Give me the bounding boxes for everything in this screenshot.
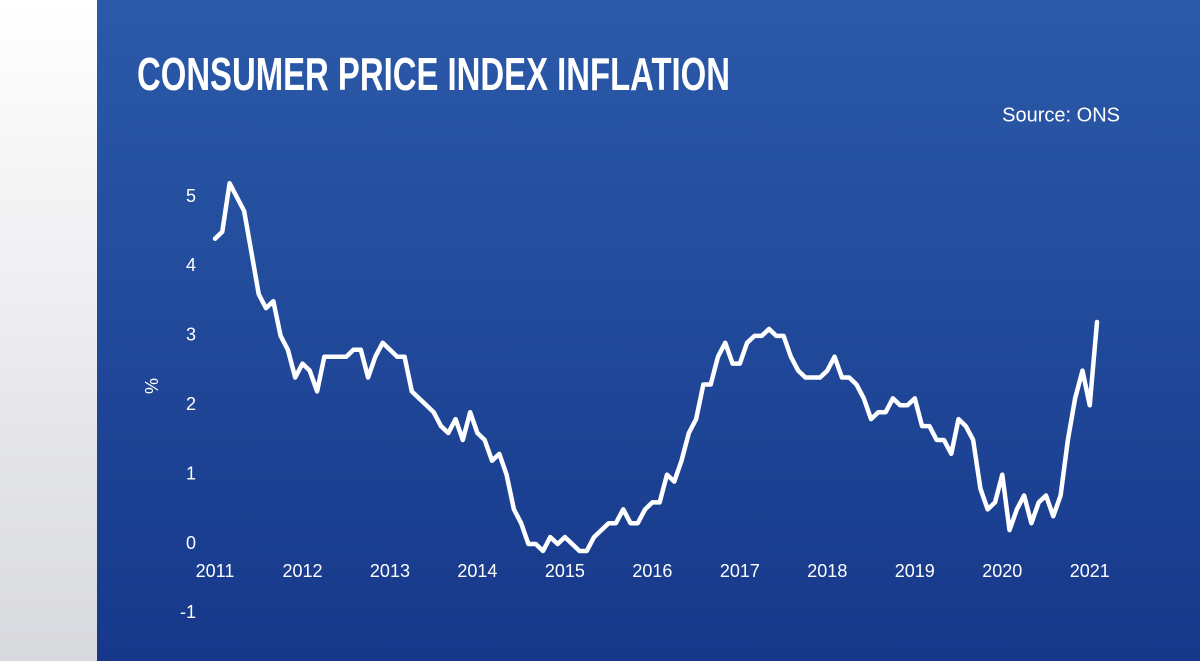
x-tick-label: 2014 — [457, 561, 497, 581]
y-tick-label: 5 — [186, 186, 196, 206]
y-tick-label: 0 — [186, 533, 196, 553]
y-tick-label: 2 — [186, 394, 196, 414]
x-tick-label: 2018 — [807, 561, 847, 581]
x-tick-label: 2013 — [370, 561, 410, 581]
y-tick-label: 3 — [186, 325, 196, 345]
x-tick-label: 2020 — [982, 561, 1022, 581]
source: Source: ONS — [1002, 104, 1120, 126]
x-tick-label: 2012 — [282, 561, 322, 581]
y-axis-label: % — [142, 378, 162, 394]
x-tick-label: 2016 — [632, 561, 672, 581]
x-tick-label: 2017 — [720, 561, 760, 581]
x-tick-label: 2015 — [545, 561, 585, 581]
x-tick-label: 2019 — [895, 561, 935, 581]
y-tick-label: 4 — [186, 255, 196, 275]
x-tick-label: 2021 — [1070, 561, 1110, 581]
y-tick-label: -1 — [180, 602, 196, 622]
side-strip — [0, 0, 97, 661]
chart-title: CONSUMER PRICE INDEX INFLATION — [137, 48, 730, 100]
line-series — [212, 180, 1100, 554]
y-tick-label: 1 — [186, 463, 196, 483]
x-tick-label: 2011 — [196, 561, 235, 581]
